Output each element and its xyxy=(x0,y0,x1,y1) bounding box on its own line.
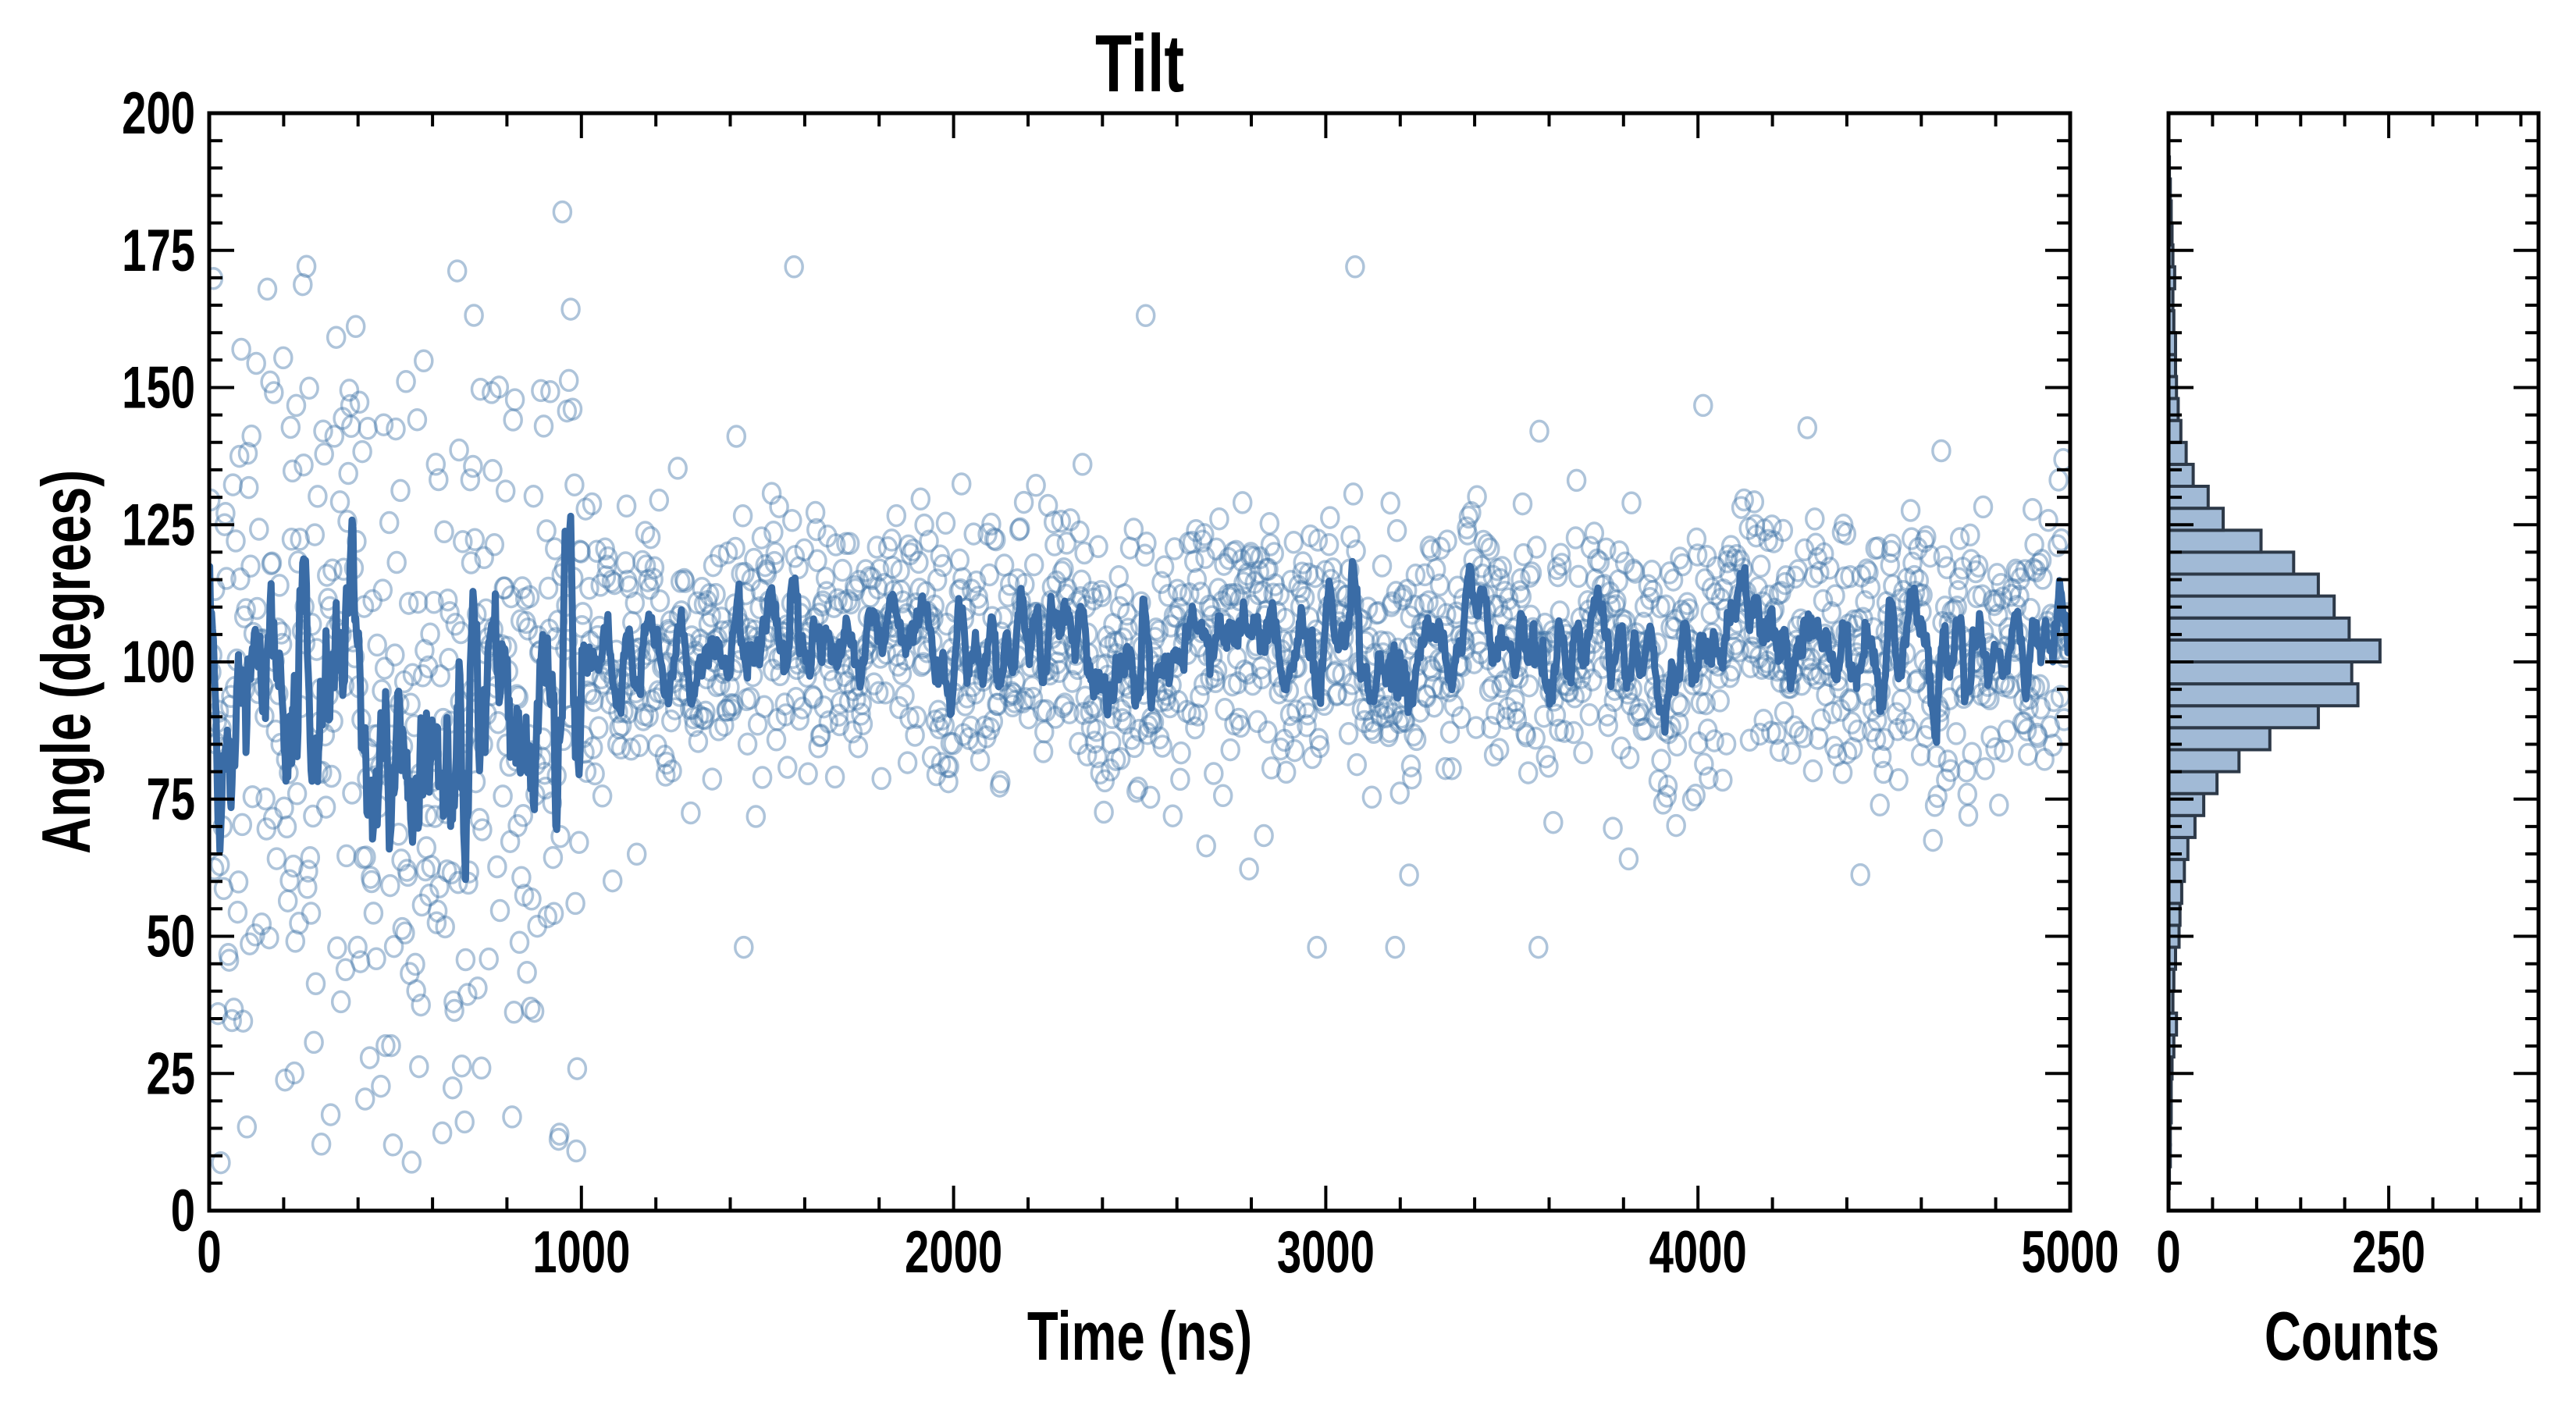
y-tick-label: 150 xyxy=(122,354,195,421)
x-tick-label: 3000 xyxy=(1277,1219,1375,1286)
x-tick-label: 1000 xyxy=(532,1219,630,1286)
hist-bar xyxy=(2167,858,2186,884)
y-tick-label: 0 xyxy=(171,1178,195,1244)
hist-bar xyxy=(2167,660,2354,686)
chart-title: Tilt xyxy=(1094,19,1185,109)
y-tick-label: 50 xyxy=(146,903,195,969)
hist-bar xyxy=(2167,682,2360,708)
hist-bar xyxy=(2167,791,2206,817)
hist-bar xyxy=(2167,528,2263,554)
hist-bar xyxy=(2167,836,2190,862)
y-tick-label: 100 xyxy=(122,629,195,695)
hist-bar xyxy=(2167,594,2336,620)
x-tick-label: 2000 xyxy=(905,1219,1002,1286)
y-tick-label: 200 xyxy=(122,80,195,147)
y-tick-label: 175 xyxy=(122,218,195,284)
hist-bar xyxy=(2167,770,2219,795)
hist-tick-label: 250 xyxy=(2352,1219,2425,1286)
x-axis-label: Time (ns) xyxy=(1026,1297,1253,1375)
histogram-bars xyxy=(2167,155,2382,1190)
hist-bar xyxy=(2167,572,2320,598)
y-tick-label: 125 xyxy=(122,492,195,558)
y-tick-label: 75 xyxy=(146,767,195,833)
hist-tick-label: 0 xyxy=(2156,1219,2180,1286)
main-axes-frame xyxy=(207,111,2073,1213)
hist-bar xyxy=(2167,704,2320,730)
y-tick-label: 25 xyxy=(146,1040,195,1107)
hist-bar xyxy=(2167,550,2296,576)
average-line xyxy=(209,512,2070,884)
hist-bar xyxy=(2167,462,2195,489)
hist-x-axis-label: Counts xyxy=(2264,1297,2440,1375)
hist-bar xyxy=(2167,440,2188,466)
x-tick-label: 4000 xyxy=(1649,1219,1747,1286)
axes-spines xyxy=(207,111,2541,1213)
hist-bar xyxy=(2167,616,2351,642)
hist-bar xyxy=(2167,880,2183,905)
hist-bar xyxy=(2167,507,2225,532)
y-axis-label: Angle (degrees) xyxy=(27,469,105,855)
axis-ticks xyxy=(208,112,2539,1212)
hist-axes-frame xyxy=(2166,111,2541,1213)
tick-labels: 0 1000 2000 3000 4000 50000255075100125150175… xyxy=(122,80,2425,1286)
x-tick-label: 0 xyxy=(197,1219,221,1286)
hist-bar xyxy=(2167,638,2382,664)
x-tick-label: 5000 xyxy=(2021,1219,2119,1286)
hist-bar xyxy=(2167,726,2272,752)
hist-bar xyxy=(2167,748,2241,774)
